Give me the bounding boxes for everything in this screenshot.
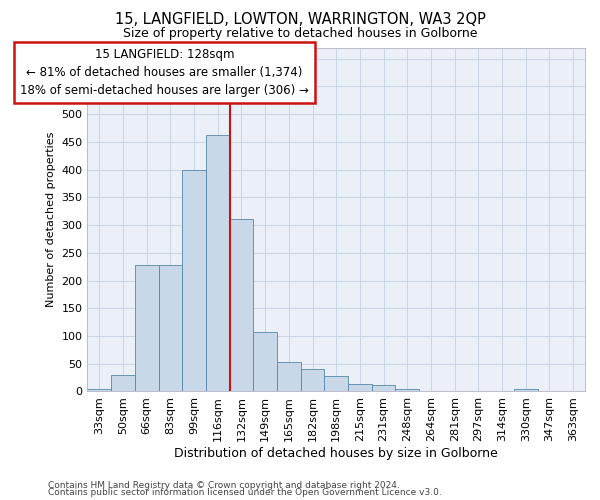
- Bar: [88, 388, 111, 392]
- Bar: [111, 375, 135, 392]
- Text: Contains HM Land Registry data © Crown copyright and database right 2024.: Contains HM Land Registry data © Crown c…: [48, 480, 400, 490]
- Bar: [182, 170, 206, 392]
- X-axis label: Distribution of detached houses by size in Golborne: Distribution of detached houses by size …: [175, 447, 498, 460]
- Text: 15, LANGFIELD, LOWTON, WARRINGTON, WA3 2QP: 15, LANGFIELD, LOWTON, WARRINGTON, WA3 2…: [115, 12, 485, 28]
- Text: Size of property relative to detached houses in Golborne: Size of property relative to detached ho…: [123, 28, 477, 40]
- Bar: [206, 135, 230, 392]
- Text: 15 LANGFIELD: 128sqm
← 81% of detached houses are smaller (1,374)
18% of semi-de: 15 LANGFIELD: 128sqm ← 81% of detached h…: [20, 48, 309, 97]
- Bar: [253, 332, 277, 392]
- Bar: [348, 384, 372, 392]
- Bar: [301, 370, 325, 392]
- Bar: [158, 265, 182, 392]
- Bar: [325, 376, 348, 392]
- Bar: [277, 362, 301, 392]
- Text: Contains public sector information licensed under the Open Government Licence v3: Contains public sector information licen…: [48, 488, 442, 497]
- Y-axis label: Number of detached properties: Number of detached properties: [46, 132, 56, 307]
- Bar: [514, 388, 538, 392]
- Bar: [135, 265, 158, 392]
- Bar: [230, 220, 253, 392]
- Bar: [372, 386, 395, 392]
- Bar: [395, 388, 419, 392]
